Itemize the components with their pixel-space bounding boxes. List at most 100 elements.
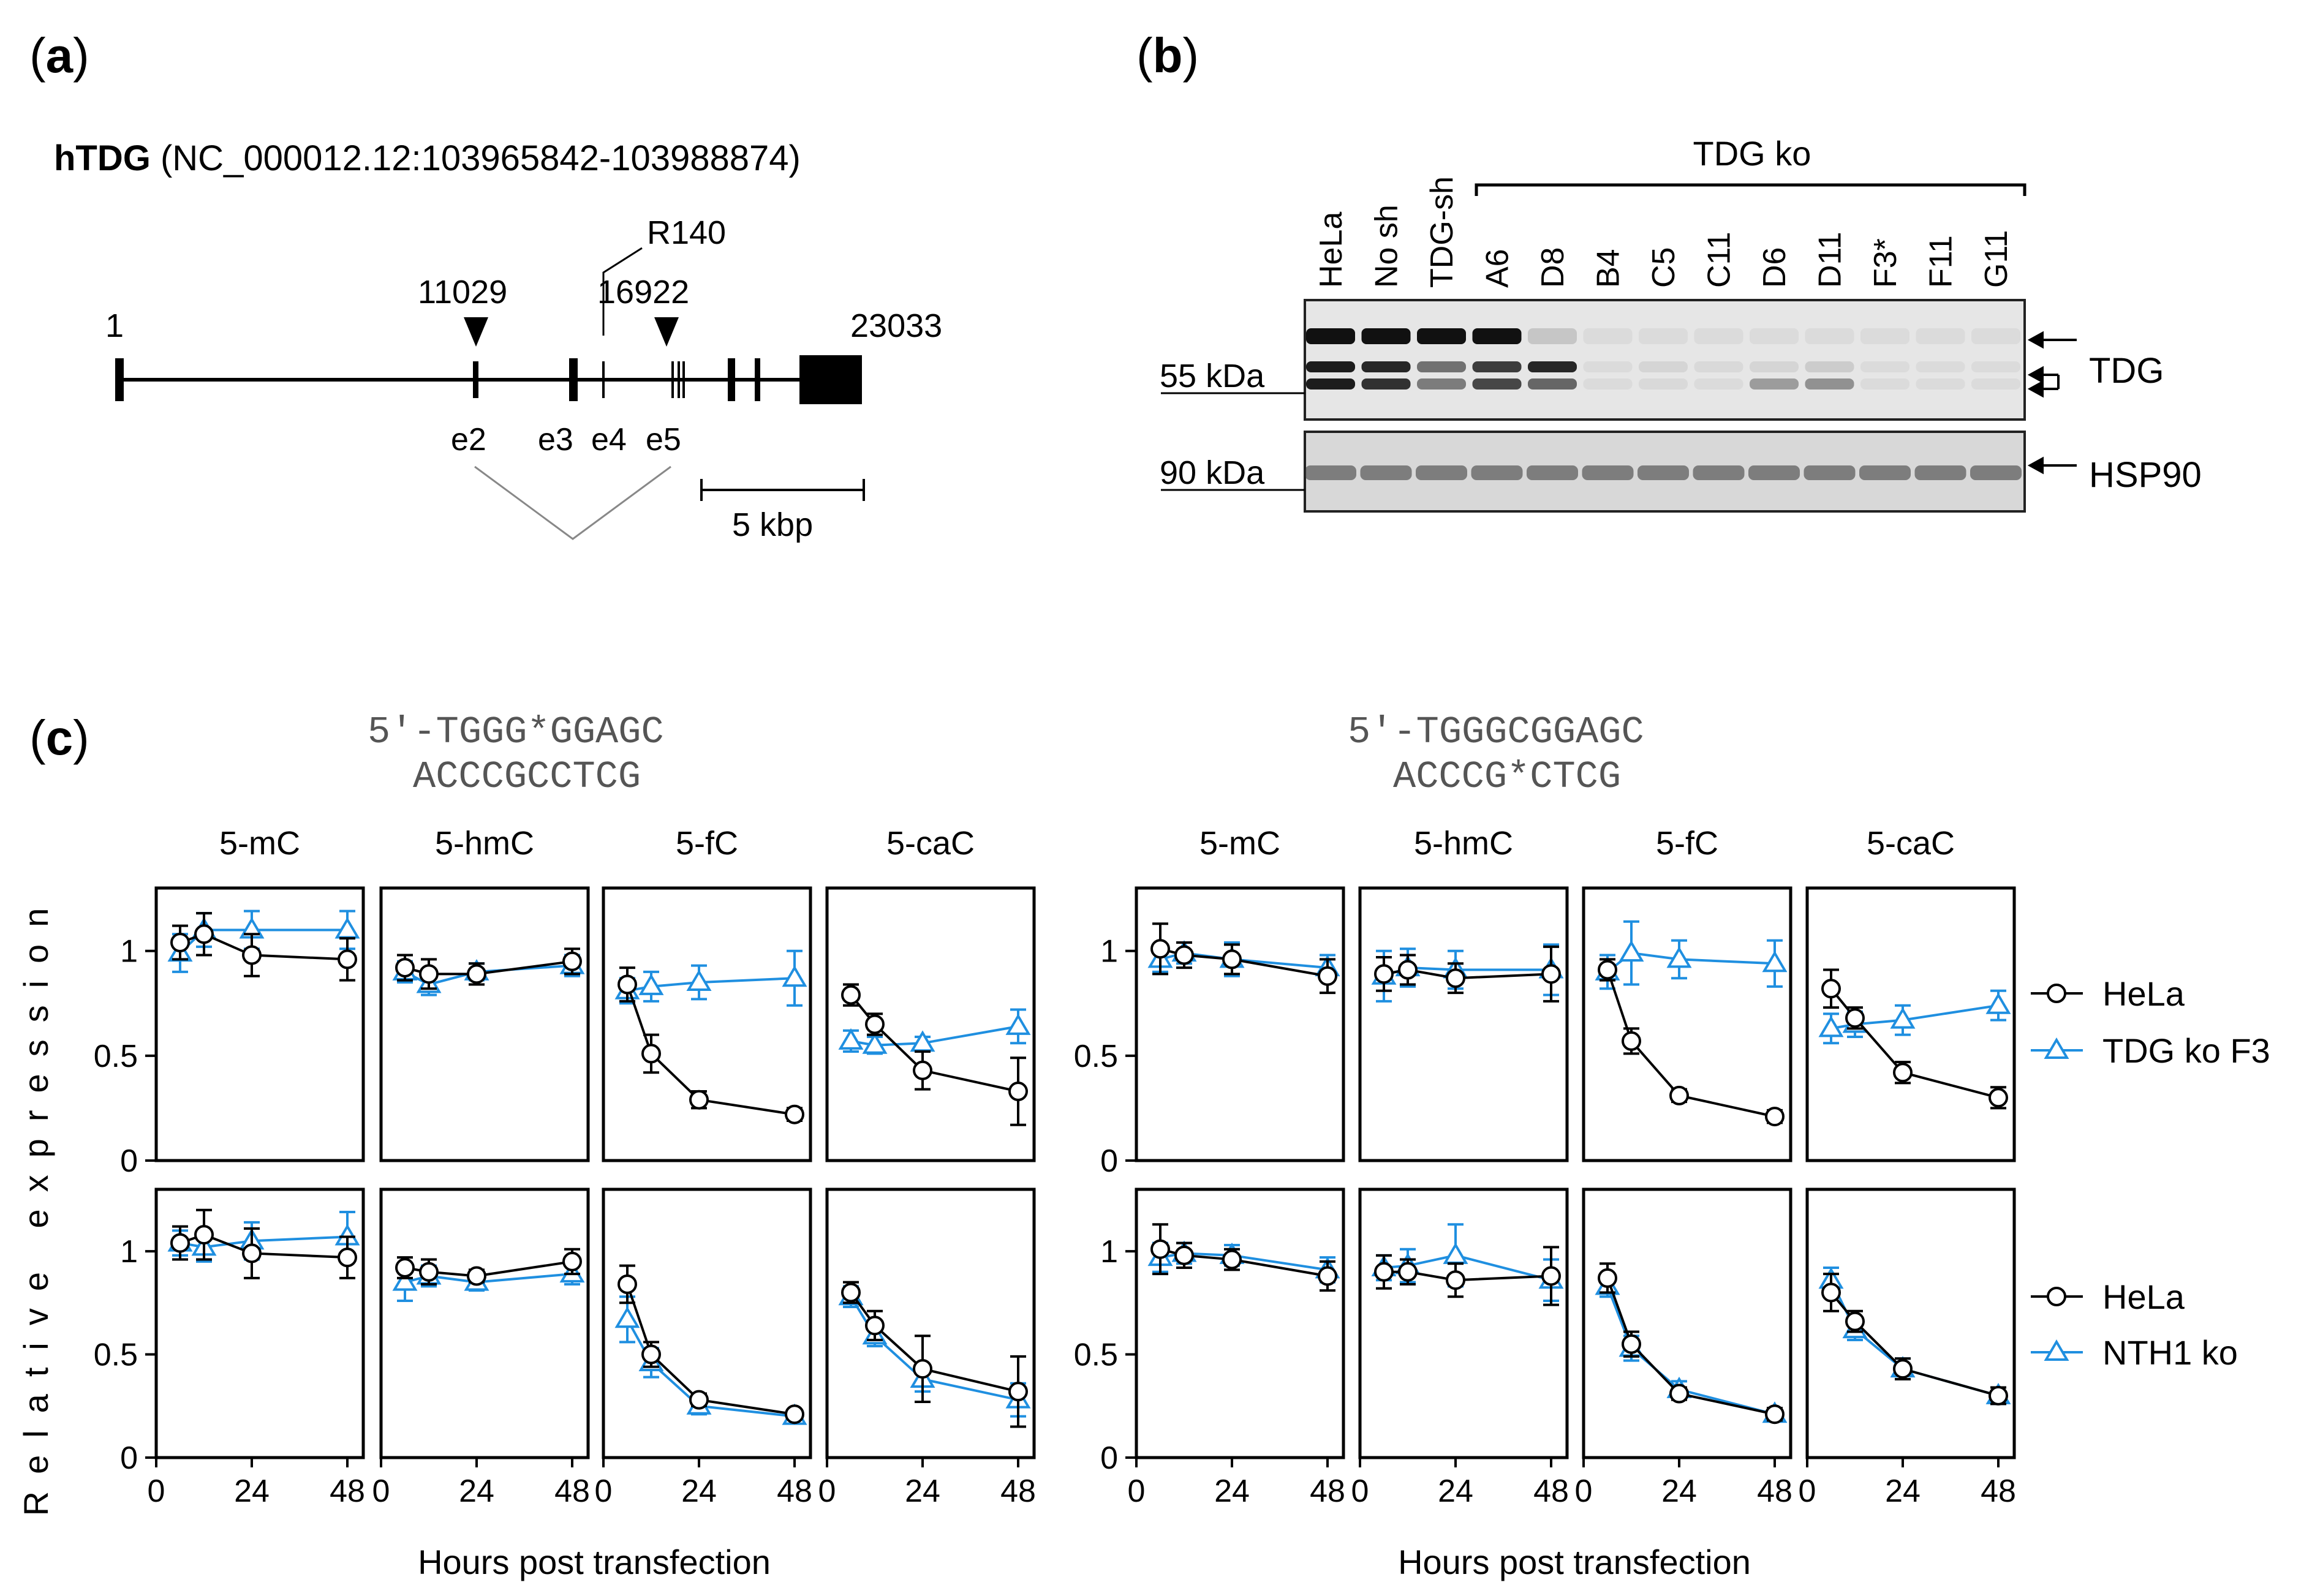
lane-label: B4 <box>1591 249 1626 288</box>
chart-title: 5-caC <box>1867 825 1955 862</box>
data-point <box>1008 1382 1028 1402</box>
data-point <box>641 1344 661 1365</box>
chart-panel: 0 0.5 1 0 24 48 <box>1074 1188 1345 1509</box>
hsp90-band <box>1804 465 1856 480</box>
x-tick-label: 0 <box>818 1474 836 1509</box>
marker-11029-arrowhead <box>464 317 488 347</box>
data-point <box>1222 1249 1242 1270</box>
chart-panel: 5-fC <box>1582 825 1792 1162</box>
tdg-band <box>1916 328 1965 344</box>
y-tick-label: 0 <box>120 1143 138 1179</box>
tdg-band <box>1639 361 1688 372</box>
tdg-band <box>1805 378 1854 390</box>
chart-panel: 5-fC <box>602 825 812 1162</box>
chart-panel: 5-hmC <box>379 825 590 1162</box>
plot-frame <box>1135 1188 1345 1459</box>
chart-panel: 0 24 48 <box>818 1188 1036 1509</box>
data-point <box>841 985 861 1005</box>
lane-label: HeLa <box>1313 212 1349 288</box>
series-line <box>1160 947 1328 977</box>
lane-labels: HeLa No sh TDG-sh A6 D8 B4 C5 C11 D6 D11 F3* F11 G11 <box>1313 176 2014 288</box>
data-point <box>1989 1385 2008 1406</box>
chart-title: 5-caC <box>886 825 975 862</box>
plot-frame <box>1358 886 1569 1162</box>
tdg-arrows <box>2027 331 2077 475</box>
panel-b-label: (b) <box>1136 28 1199 83</box>
tdg-protein-label: TDG <box>2089 351 2164 391</box>
data-point <box>170 1233 190 1253</box>
exon-label-e4: e4 <box>591 422 627 457</box>
x-axis-label-right: Hours post transfection <box>1398 1543 1751 1581</box>
sequence-right-top: 5′-TGGGCGGAGC <box>1348 710 1644 754</box>
tdg-band <box>1694 361 1743 372</box>
tdg-band <box>1860 328 1909 344</box>
tdg-band <box>1528 378 1577 390</box>
residue-leader-line <box>602 247 643 336</box>
exon-label-e3: e3 <box>538 422 573 457</box>
chart-title: 5-hmC <box>1414 825 1513 862</box>
chart-panel: 0 24 48 <box>1799 1188 2016 1509</box>
tdg-band <box>1694 328 1743 344</box>
y-tick-label: 0.5 <box>94 1039 138 1074</box>
series-line <box>850 1292 1019 1393</box>
tdg-band <box>1306 328 1355 344</box>
chart-title: 5-fC <box>676 825 738 862</box>
y-tick-label: 1 <box>1100 934 1118 969</box>
chart-title: 5-mC <box>219 825 300 862</box>
x-tick-label: 48 <box>554 1474 590 1509</box>
tdg-band <box>1583 361 1633 372</box>
plot-frame <box>602 1188 812 1459</box>
panel-b: (b) TDG ko HeLa No sh TDG-sh A6 D8 B4 C5 C11 D6 D… <box>1136 28 2202 513</box>
data-point <box>1821 979 1841 999</box>
series-line <box>1606 952 1775 973</box>
plot-frame <box>379 886 590 1162</box>
tdg-band <box>1361 378 1411 390</box>
data-point <box>1821 1282 1841 1303</box>
series-line <box>1160 1248 1328 1278</box>
lane-label: TDG-sh <box>1424 176 1460 288</box>
sequence-right-bottom: ACCCG*CTCG <box>1393 755 1621 799</box>
hsp90-band <box>1305 465 1356 480</box>
lane-label: F11 <box>1924 235 1959 288</box>
data-point <box>194 1225 214 1245</box>
hsp90-band <box>1970 465 2022 480</box>
marker-11029: 11029 <box>418 274 507 311</box>
tdg-arrowhead-1 <box>2027 331 2044 349</box>
series-line <box>850 994 1019 1093</box>
exon-label-e2: e2 <box>451 422 486 457</box>
data-point <box>170 933 190 952</box>
hsp90-band <box>1582 465 1634 480</box>
data-point <box>1818 1015 1844 1037</box>
tdg-band <box>1361 328 1411 344</box>
data-point <box>913 1359 932 1379</box>
tdg-band <box>1694 378 1743 390</box>
tdg-band <box>1916 361 1965 372</box>
exon-e5b <box>678 361 680 398</box>
hsp90-band <box>1527 465 1578 480</box>
tdg-band <box>1472 378 1522 390</box>
data-point <box>194 924 214 944</box>
data-point <box>1174 945 1194 965</box>
data-point <box>1598 960 1617 980</box>
series-line <box>179 928 347 954</box>
legend-top-tdg-label: TDG ko F3 <box>2102 1031 2270 1070</box>
line-charts: 5-mC 0 0.5 1 5-hmC 5-fC 5-caC 5-mC 0 0.5 1 5-hmC 5-f… <box>94 825 2016 1509</box>
series-line <box>850 1025 1019 1047</box>
exon-e2 <box>473 361 478 398</box>
data-point <box>242 1243 262 1263</box>
data-point <box>1541 1266 1561 1286</box>
data-point <box>862 1032 888 1054</box>
legend-bottom-hela-label: HeLa <box>2102 1278 2185 1316</box>
data-point <box>1622 1031 1641 1051</box>
lane-label: No sh <box>1369 205 1405 288</box>
chart-panel: 0 24 48 <box>1351 1188 1569 1509</box>
exon-7 <box>728 358 735 401</box>
data-point <box>1622 1334 1641 1354</box>
x-tick-label: 0 <box>148 1474 165 1509</box>
plot-frame <box>1805 886 2016 1162</box>
y-tick-label: 0 <box>1100 1143 1118 1179</box>
data-point <box>782 965 807 987</box>
x-tick-label: 48 <box>1000 1474 1036 1509</box>
panel-c-label: (c) <box>29 710 89 765</box>
